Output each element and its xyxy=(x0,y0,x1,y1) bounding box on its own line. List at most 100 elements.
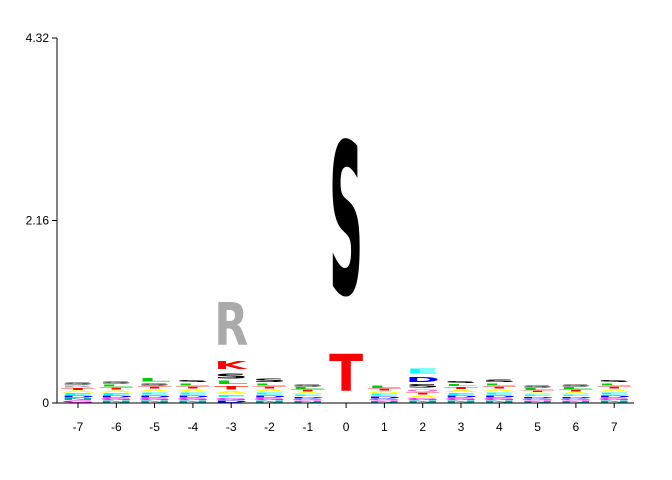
logo-letter: R xyxy=(214,292,248,360)
logo-letter: S xyxy=(329,99,363,343)
logo-letter: A xyxy=(559,392,593,395)
logo-letter: L xyxy=(176,383,210,386)
logo-letter: D xyxy=(482,395,516,398)
logo-letter: K xyxy=(214,360,248,372)
logo-letter: T xyxy=(329,344,363,403)
logo-letter: A xyxy=(291,392,325,395)
logo-letter: A xyxy=(138,389,172,392)
logo-letter: G xyxy=(559,399,593,401)
tick-labels: 0 2.16 4.32 -7 -6 -5 -4 -3 -2 -1 0 1 2 3 4 5 6 7 xyxy=(26,31,618,434)
logo-letter: E xyxy=(61,393,95,396)
axes xyxy=(52,37,634,408)
logo-letter: A xyxy=(367,391,401,394)
logo-letter: N xyxy=(99,400,133,403)
logo-letter: G xyxy=(291,399,325,401)
logo-letter: S xyxy=(482,379,516,383)
x-tick-label: 5 xyxy=(534,420,541,434)
x-tick-label: 1 xyxy=(381,420,388,434)
logo-letter: N xyxy=(138,400,172,403)
logo-letter: T xyxy=(521,390,555,392)
logo-letter: G xyxy=(138,398,172,401)
logo-letter: D xyxy=(597,395,631,398)
logo-letter: N xyxy=(176,400,210,403)
logo-letter: E xyxy=(291,395,325,397)
logo-letter: D xyxy=(253,395,287,398)
logo-letter: E xyxy=(597,392,631,395)
logo-letter: S xyxy=(61,383,95,386)
logo-letter: D xyxy=(291,397,325,399)
logo-letter: S xyxy=(406,384,440,389)
logo-letter: A xyxy=(253,389,287,392)
logo-letter: T xyxy=(444,387,478,390)
logo-letter: L xyxy=(559,387,593,390)
logo-letter: A xyxy=(99,390,133,393)
logo-letter: E xyxy=(444,392,478,395)
logo-letter: T xyxy=(253,386,287,389)
x-tick-label: -5 xyxy=(149,420,160,434)
logo-letter: S xyxy=(444,380,478,383)
logo-letter: D xyxy=(521,397,555,399)
logo-letter: L xyxy=(482,383,516,386)
logo-letter: G xyxy=(253,398,287,401)
logo-letter: A xyxy=(176,389,210,392)
logo-letter: N xyxy=(406,400,440,403)
logo-letter: T xyxy=(367,389,401,392)
logo-letter: D xyxy=(406,375,440,383)
logo-letter: G xyxy=(214,398,248,401)
logo-letter: L xyxy=(291,387,325,390)
logo-letter: T xyxy=(214,385,248,390)
logo-letter: E xyxy=(253,392,287,395)
logo-letter: E xyxy=(482,392,516,395)
logo-letter: L xyxy=(597,383,631,386)
logo-letter: N xyxy=(291,401,325,403)
y-tick-label: 2.16 xyxy=(26,214,50,228)
logo-letter: T xyxy=(291,390,325,393)
logo-letter: E xyxy=(176,392,210,395)
logo-letter: N xyxy=(482,400,516,403)
logo-letter: A xyxy=(406,395,440,398)
logo-letter: T xyxy=(176,386,210,389)
x-tick-label: 7 xyxy=(611,420,618,434)
y-tick-label: 4.32 xyxy=(26,31,50,45)
x-tick-label: -1 xyxy=(302,420,313,434)
logo-letter: G xyxy=(61,400,95,403)
logo-letter: T xyxy=(406,392,440,395)
y-tick-label: 0 xyxy=(42,396,49,410)
logo-letter: A xyxy=(521,392,555,394)
logo-letter: G xyxy=(597,398,631,401)
logo-letter: D xyxy=(214,400,248,403)
logo-letter: D xyxy=(176,395,210,398)
logo-letter: T xyxy=(61,388,95,391)
logo-letter: E xyxy=(521,395,555,397)
logo-letter: G xyxy=(482,398,516,401)
logo-letter: S xyxy=(521,385,555,388)
logo-letter: T xyxy=(138,386,172,389)
logo-letter: E xyxy=(214,395,248,398)
logo-letter: A xyxy=(444,390,478,393)
logo-letter: G xyxy=(444,398,478,401)
logo-letter: L xyxy=(367,384,401,388)
logo-letter: N xyxy=(253,400,287,403)
logo-letter: S xyxy=(559,384,593,387)
logo-letter: R xyxy=(61,385,95,387)
logo-letter: E xyxy=(559,395,593,397)
logo-letter: D xyxy=(367,396,401,399)
logo-letter: S xyxy=(291,384,325,387)
logo-letter: G xyxy=(176,398,210,401)
x-tick-label: 6 xyxy=(573,420,580,434)
logo-letter: E xyxy=(138,392,172,395)
logo-letter: E xyxy=(367,394,401,397)
logo-letter: A xyxy=(214,390,248,394)
logo-letter: S xyxy=(214,372,248,380)
logo-letter: D xyxy=(559,397,593,399)
logo-letter: S xyxy=(176,379,210,382)
